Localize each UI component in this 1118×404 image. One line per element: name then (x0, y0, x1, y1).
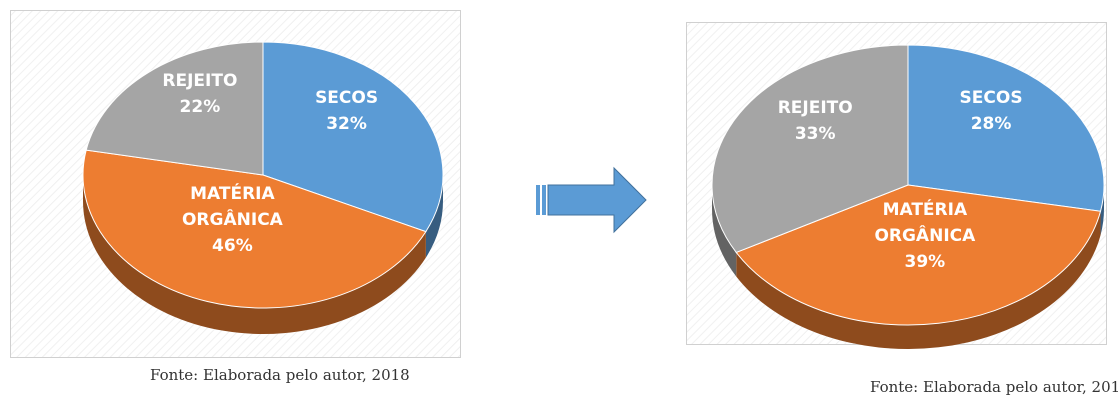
category: MATÉRIA ORGÂNICA (874, 200, 976, 247)
data-label: SECOS 32% (272, 85, 422, 137)
category: SECOS (315, 87, 379, 108)
value-label: 33% (794, 123, 836, 144)
category: MATÉRIA ORGÂNICA (181, 183, 283, 230)
value-label: 39% (904, 252, 946, 273)
value-label: 28% (970, 113, 1012, 134)
slice (85, 41, 264, 176)
slice-side (736, 211, 1101, 350)
category: REJEITO (162, 70, 238, 91)
slice (711, 44, 909, 254)
slice (262, 41, 444, 233)
value-label: 46% (212, 235, 253, 256)
slice-side (712, 185, 737, 277)
category: REJEITO (777, 97, 853, 118)
data-label: MATÉRIA ORGÂNICA 39% (850, 197, 1000, 275)
slice (907, 44, 1105, 212)
source-caption: Fonte: Elaborada pelo autor, 2018 (150, 366, 410, 384)
category: SECOS (959, 87, 1023, 108)
value-label: 32% (326, 113, 367, 134)
data-label: REJEITO 33% (740, 95, 890, 147)
arrow (536, 166, 647, 234)
data-label: SECOS 28% (916, 85, 1066, 137)
slice (82, 149, 427, 309)
value-label: 22% (179, 96, 221, 117)
source-caption: Fonte: Elaborada pelo autor, 2018 (870, 378, 1118, 396)
slice (735, 184, 1102, 326)
data-label: REJEITO 22% (125, 68, 275, 120)
slice-side (83, 175, 426, 334)
slice-side (1100, 185, 1104, 236)
data-label: MATÉRIA ORGÂNICA 46% (157, 181, 307, 259)
